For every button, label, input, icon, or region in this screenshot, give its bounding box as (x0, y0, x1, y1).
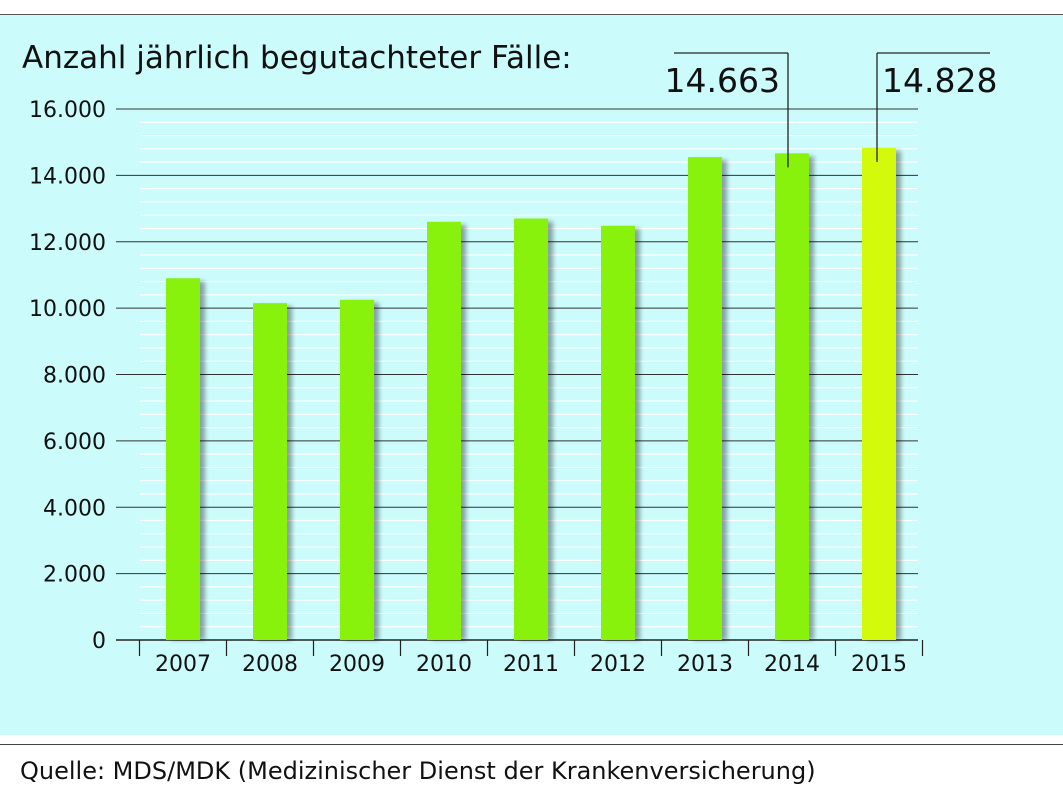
y-tick-label: 0 (92, 629, 106, 654)
callout-value-2014: 14.663 (665, 61, 780, 100)
y-axis-labels: 0 2.000 4.000 6.000 8.000 10.000 12.000 14.000 1… (29, 98, 106, 654)
x-tick-label: 2007 (155, 652, 211, 677)
y-tick-label: 12.000 (29, 231, 106, 256)
bar-2014 (775, 153, 809, 640)
x-tick-label: 2009 (329, 652, 385, 677)
bar-2015 (862, 147, 896, 640)
y-tick-label: 10.000 (29, 297, 106, 322)
source-note: Quelle: MDS/MDK (Medizinischer Dienst de… (20, 757, 816, 785)
chart-title: Anzahl jährlich begutachteter Fälle: (22, 40, 572, 76)
y-tick-label: 6.000 (43, 430, 106, 455)
bars (166, 147, 901, 641)
x-tick-label: 2012 (590, 652, 646, 677)
x-tick-label: 2014 (764, 652, 820, 677)
x-tick-label: 2010 (416, 652, 472, 677)
bar-2009 (340, 299, 374, 640)
x-axis: 2007 2008 2009 2010 2011 2012 2013 2014 2015 (138, 640, 924, 677)
x-tick-label: 2008 (242, 652, 298, 677)
bar-2012 (601, 225, 635, 640)
y-tick-label: 8.000 (43, 364, 106, 389)
bar-2007 (166, 278, 200, 640)
y-tick-label: 4.000 (43, 496, 106, 521)
bar-2008 (253, 303, 287, 640)
bar-2013 (688, 157, 722, 640)
x-tick-label: 2013 (677, 652, 733, 677)
y-tick-label: 2.000 (43, 563, 106, 588)
value-callouts: 14.663 14.828 (665, 52, 997, 168)
x-tick-label: 2011 (503, 652, 559, 677)
y-tick-label: 14.000 (29, 164, 106, 189)
bar-2010 (427, 221, 461, 640)
y-tick-label: 16.000 (29, 98, 106, 123)
callout-value-2015: 14.828 (882, 61, 997, 100)
source-divider (0, 744, 1063, 745)
bar-2011 (514, 218, 548, 641)
x-tick-label: 2015 (851, 652, 907, 677)
